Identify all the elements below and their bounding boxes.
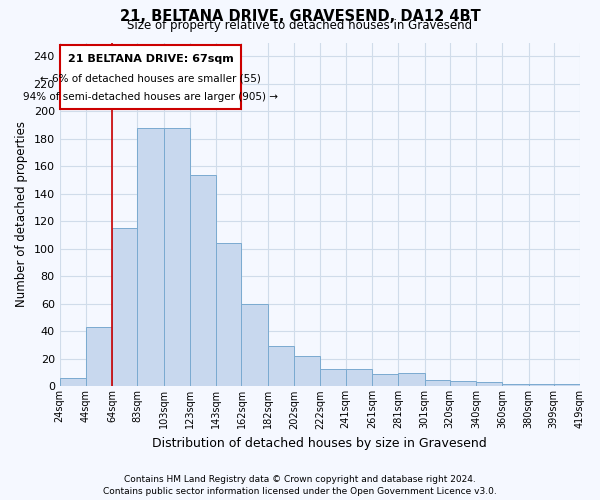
Bar — [86, 327, 112, 386]
X-axis label: Distribution of detached houses by size in Gravesend: Distribution of detached houses by size … — [152, 437, 487, 450]
Text: 21, BELTANA DRIVE, GRAVESEND, DA12 4BT: 21, BELTANA DRIVE, GRAVESEND, DA12 4BT — [119, 9, 481, 24]
Bar — [529, 384, 554, 386]
Bar — [554, 384, 580, 386]
Bar — [398, 372, 425, 386]
Text: Contains HM Land Registry data © Crown copyright and database right 2024.: Contains HM Land Registry data © Crown c… — [124, 476, 476, 484]
Bar — [425, 380, 449, 386]
Text: ← 6% of detached houses are smaller (55): ← 6% of detached houses are smaller (55) — [40, 73, 261, 83]
Bar — [112, 228, 137, 386]
Bar — [449, 381, 476, 386]
Bar — [164, 128, 190, 386]
Text: 21 BELTANA DRIVE: 67sqm: 21 BELTANA DRIVE: 67sqm — [68, 54, 233, 64]
Bar — [217, 244, 241, 386]
Bar — [476, 382, 502, 386]
Text: Size of property relative to detached houses in Gravesend: Size of property relative to detached ho… — [127, 19, 473, 32]
Bar — [346, 368, 372, 386]
Text: Contains public sector information licensed under the Open Government Licence v3: Contains public sector information licen… — [103, 486, 497, 496]
Bar — [190, 174, 217, 386]
Bar — [320, 368, 346, 386]
Bar — [241, 304, 268, 386]
Bar — [137, 128, 164, 386]
Y-axis label: Number of detached properties: Number of detached properties — [15, 122, 28, 308]
Bar — [59, 378, 86, 386]
Bar — [502, 384, 529, 386]
Text: 94% of semi-detached houses are larger (905) →: 94% of semi-detached houses are larger (… — [23, 92, 278, 102]
Bar — [268, 346, 294, 387]
Bar — [294, 356, 320, 386]
Bar — [372, 374, 398, 386]
